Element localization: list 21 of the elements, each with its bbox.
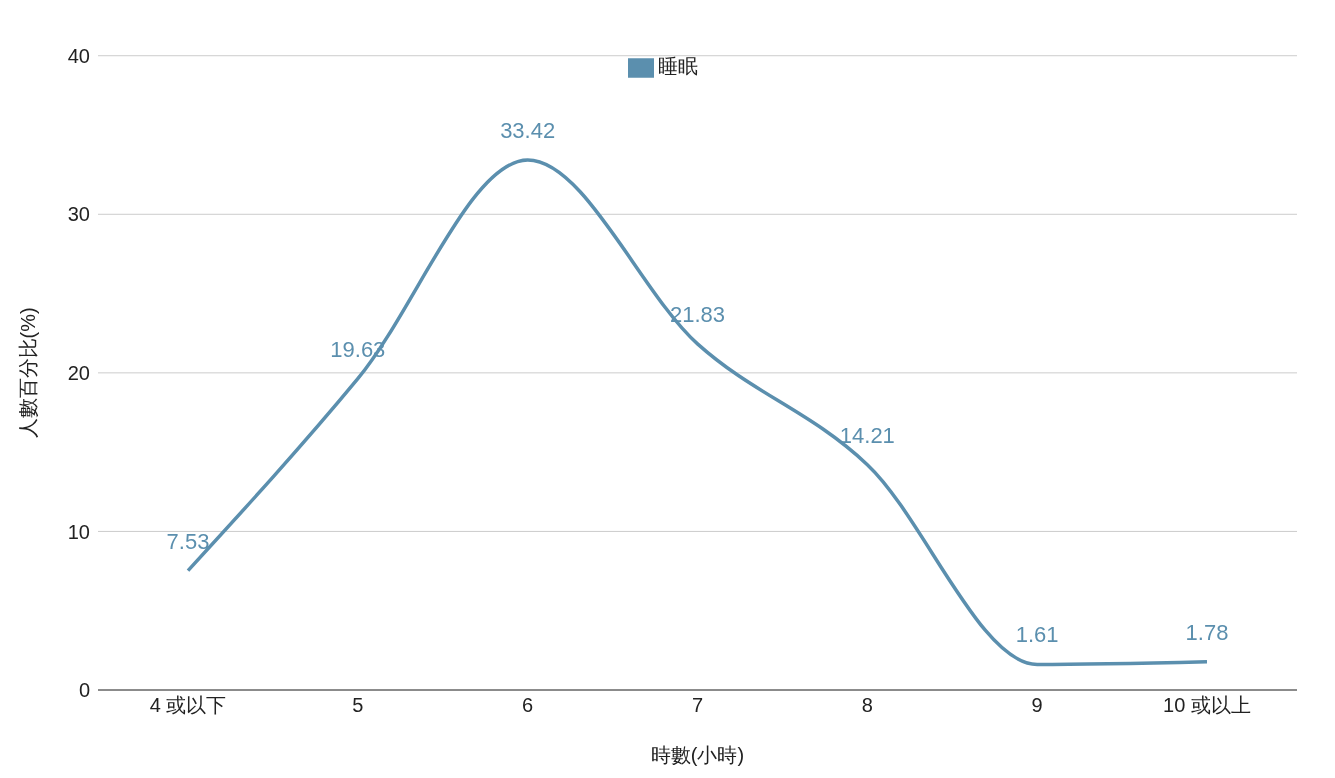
x-tick-label: 4 或以下 xyxy=(149,694,227,717)
y-tick-label: 40 xyxy=(67,44,90,67)
y-tick-label: 30 xyxy=(67,203,90,226)
x-tick-label: 5 xyxy=(352,694,364,717)
data-label: 1.78 xyxy=(1185,619,1229,645)
y-tick-label: 0 xyxy=(78,679,90,702)
data-label: 14.21 xyxy=(839,422,895,448)
x-axis-title: 時數(小時) xyxy=(650,744,745,766)
y-axis-title: 人數百分比(%) xyxy=(17,307,40,439)
y-tick-label: 10 xyxy=(67,520,90,543)
x-tick-label: 7 xyxy=(691,694,704,717)
x-tick-label: 9 xyxy=(1031,694,1043,717)
data-label: 7.53 xyxy=(166,528,210,554)
legend-label: 睡眠 xyxy=(657,55,698,77)
data-label: 33.42 xyxy=(500,118,556,144)
x-tick-label: 10 或以上 xyxy=(1163,694,1251,717)
x-tick-label: 8 xyxy=(861,694,873,717)
data-label: 21.83 xyxy=(669,301,726,327)
data-label: 1.61 xyxy=(1015,622,1059,648)
y-tick-label: 20 xyxy=(67,361,90,384)
x-tick-label: 6 xyxy=(522,694,534,717)
